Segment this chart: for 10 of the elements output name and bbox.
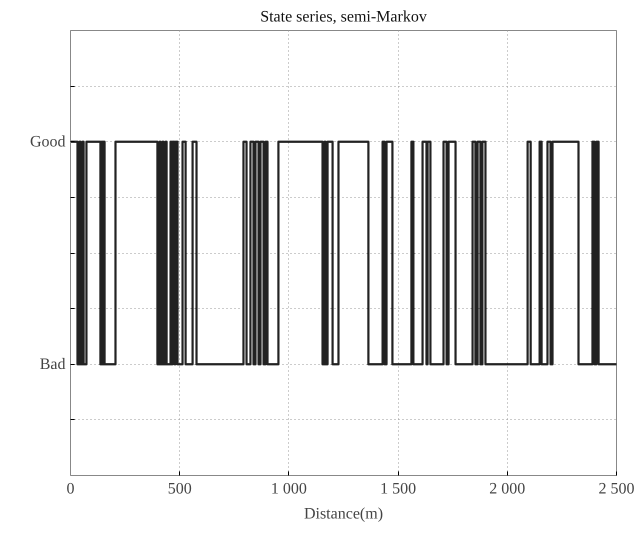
x-tick-label: 0 <box>66 480 74 498</box>
x-tick-label: 1 500 <box>380 480 416 498</box>
x-tick-label: 2 500 <box>598 480 634 498</box>
text: Bad <box>40 356 66 373</box>
chart-title: State series, semi-Markov <box>260 8 427 26</box>
x-tick-label: 1 000 <box>270 480 307 498</box>
text: Good <box>30 133 66 150</box>
x-tick-label: 500 <box>168 480 192 498</box>
x-axis-title: Distance(m) <box>304 506 384 522</box>
x-tick-label: 2 000 <box>489 480 526 498</box>
